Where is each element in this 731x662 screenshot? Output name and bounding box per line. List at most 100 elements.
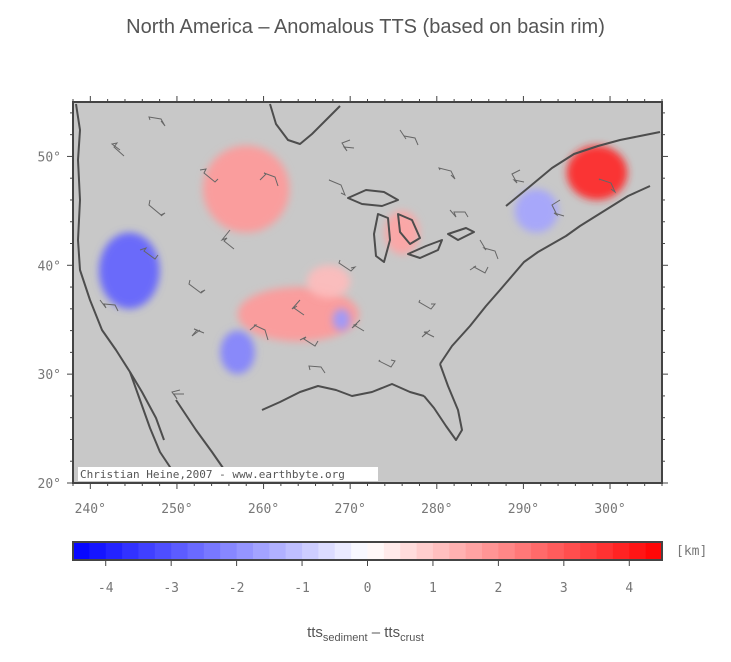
lake-superior xyxy=(347,189,399,207)
x-tick-label: 290° xyxy=(508,502,539,517)
colorbar-tick-label: -1 xyxy=(294,581,310,596)
colorbar-swatch xyxy=(187,542,205,560)
colorbar-swatch xyxy=(612,542,630,560)
river-5 xyxy=(139,247,159,260)
colorbar-swatch xyxy=(285,542,303,560)
colorbar-swatch xyxy=(89,542,107,560)
baja-california xyxy=(129,371,173,471)
st-lawrence-coast xyxy=(505,131,661,207)
river-17 xyxy=(259,172,279,187)
y-tick-label: 30° xyxy=(38,368,61,383)
anomaly-5 xyxy=(220,330,255,375)
river-22 xyxy=(438,167,456,180)
colorbar-swatch xyxy=(236,542,254,560)
colorbar-swatch xyxy=(105,542,123,560)
river-20 xyxy=(479,239,499,260)
colorbar-swatch xyxy=(432,542,450,560)
river-10 xyxy=(418,299,437,310)
x-tick-label: 250° xyxy=(161,502,192,517)
colorbar-swatch xyxy=(531,542,548,560)
colorbar-tick-label: -3 xyxy=(163,581,179,596)
axis-ticks xyxy=(67,96,668,489)
river-23 xyxy=(399,129,419,146)
river-12 xyxy=(421,329,435,338)
mexico-gulf-coast xyxy=(175,399,231,479)
colorbar-swatch xyxy=(465,542,483,560)
colorbar-swatch xyxy=(138,542,156,560)
colorbar-tick-label: 1 xyxy=(429,581,437,596)
credit-text: Christian Heine,2007 - www.earthbyte.org xyxy=(80,468,345,481)
anomaly-0 xyxy=(202,145,290,233)
river-layer xyxy=(99,116,617,400)
colorbar-swatch xyxy=(302,542,319,560)
x-tick-label: 280° xyxy=(421,502,452,517)
colorbar-label-separator: – xyxy=(367,624,385,641)
colorbar-unit: [km] xyxy=(676,544,708,559)
hudson-bay-coast xyxy=(269,103,341,145)
anomaly-8 xyxy=(332,308,351,331)
x-tick-label: 260° xyxy=(248,502,279,517)
map-background xyxy=(73,102,662,483)
colorbar-swatch xyxy=(351,542,368,560)
colorbar-label-sub-2: crust xyxy=(400,632,424,644)
river-6 xyxy=(291,299,305,316)
river-25 xyxy=(148,116,166,127)
florida-peninsula xyxy=(423,363,463,441)
colorbar-swatch xyxy=(547,542,565,560)
colorbar-swatch xyxy=(73,542,90,560)
colorbar-label-part-1: tts xyxy=(307,624,323,641)
y-tick-labels: 20° 30° 40° 50° xyxy=(38,150,61,492)
lake-ontario xyxy=(447,227,475,241)
x-tick-labels: 240° 250° 260° 270° 280° 290° 300° xyxy=(75,502,626,517)
colorbar-swatch xyxy=(416,542,434,560)
gulf-coast xyxy=(261,383,425,411)
colorbar-swatch xyxy=(203,542,221,560)
colorbar-swatch xyxy=(252,542,270,560)
colorbar-label-part-2: tts xyxy=(384,624,401,641)
river-24 xyxy=(341,139,355,152)
credit-box xyxy=(78,467,378,481)
colorbar-swatch xyxy=(629,542,647,560)
colorbar-swatch xyxy=(596,542,614,560)
pacific-coastline xyxy=(75,103,165,441)
river-8 xyxy=(299,336,319,347)
colorbar-swatch xyxy=(514,542,532,560)
river-15 xyxy=(191,328,205,337)
colorbar-swatch xyxy=(122,542,139,560)
river-13 xyxy=(378,359,396,368)
colorbar-label: ttssediment – ttscrust xyxy=(0,624,731,644)
river-1 xyxy=(148,199,166,217)
anomaly-2 xyxy=(237,287,359,342)
colorbar-swatch xyxy=(400,542,418,560)
x-tick-label: 270° xyxy=(335,502,366,517)
lake-erie xyxy=(407,239,443,259)
x-tick-label: 300° xyxy=(594,502,625,517)
coastline-layer xyxy=(75,103,661,479)
colorbar-swatch xyxy=(334,542,352,560)
river-0 xyxy=(110,142,125,157)
river-18 xyxy=(551,199,565,217)
colorbar-swatch xyxy=(171,542,189,560)
river-19 xyxy=(598,178,617,194)
lake-huron xyxy=(397,213,421,245)
colorbar-swatch xyxy=(154,542,172,560)
river-7 xyxy=(338,259,357,272)
river-28 xyxy=(308,365,326,374)
anomaly-7 xyxy=(514,189,559,233)
colorbar-ticks: -4 -3 -2 -1 0 1 2 3 4 xyxy=(98,560,633,596)
y-tick-label: 20° xyxy=(38,477,61,492)
anomaly-3 xyxy=(306,265,351,298)
colorbar-swatch xyxy=(449,542,467,560)
river-21 xyxy=(511,169,525,184)
y-tick-label: 50° xyxy=(38,150,61,165)
colorbar-swatch xyxy=(383,542,401,560)
colorbar-swatch xyxy=(220,542,238,560)
colorbar-tick-label: 0 xyxy=(364,581,372,596)
atlantic-coastline xyxy=(439,185,651,365)
colorbar-tick-label: 3 xyxy=(560,581,568,596)
colorbar-swatch xyxy=(580,542,598,560)
lake-michigan xyxy=(373,213,391,263)
colorbar-tick-label: -4 xyxy=(98,581,114,596)
colorbar-tick-label: 2 xyxy=(494,581,502,596)
